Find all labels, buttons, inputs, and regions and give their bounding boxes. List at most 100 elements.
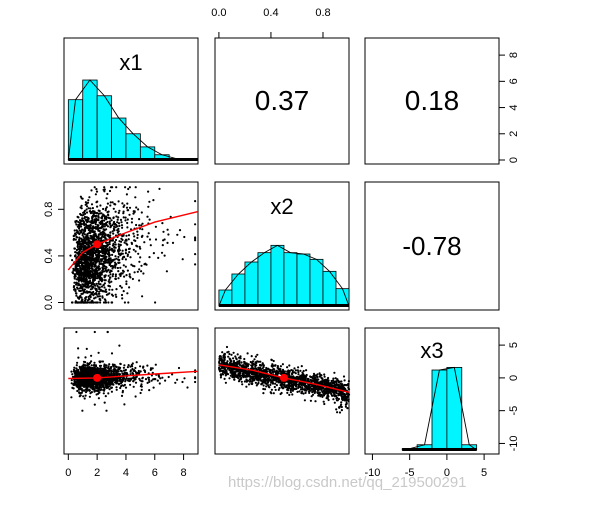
scatter-point — [105, 372, 108, 375]
scatter-point — [325, 389, 328, 392]
scatter-point — [310, 395, 313, 398]
scatter-point — [87, 244, 90, 247]
scatter-point — [157, 256, 160, 259]
scatter-point — [221, 366, 224, 369]
scatter-point — [122, 366, 125, 369]
scatter-point — [138, 224, 141, 227]
scatter-point — [84, 203, 87, 206]
scatter-point — [80, 204, 83, 207]
scatter-point — [80, 367, 83, 370]
scatter-point — [296, 369, 299, 372]
scatter-point — [99, 289, 102, 292]
scatter-point — [74, 251, 77, 254]
scatter-point — [159, 377, 162, 380]
scatter-point — [81, 409, 84, 412]
scatter-point — [134, 186, 137, 189]
scatter-point — [108, 243, 111, 246]
scatter-point — [101, 230, 105, 233]
scatter-point — [89, 252, 92, 255]
scatter-point — [174, 381, 177, 384]
scatter-point — [96, 212, 99, 215]
scatter-point — [345, 384, 348, 387]
scatter-point — [98, 298, 101, 301]
scatter-point — [107, 214, 110, 217]
scatter-point — [91, 292, 94, 295]
scatter-point — [75, 248, 78, 252]
scatter-point — [292, 388, 295, 391]
scatter-point — [94, 364, 97, 367]
scatter-point — [295, 387, 298, 390]
scatter-point — [75, 301, 79, 304]
scatter-point — [342, 396, 345, 399]
scatter-point — [101, 295, 104, 298]
scatter-point — [227, 355, 230, 358]
scatter-point — [297, 385, 300, 388]
scatter-point — [117, 258, 120, 261]
scatter-point — [124, 249, 127, 252]
scatter-point — [255, 364, 258, 367]
scatter-point — [176, 233, 179, 236]
scatter-point — [91, 386, 94, 389]
scatter-point — [85, 279, 88, 282]
scatter-point — [134, 366, 137, 370]
scatter-point — [165, 270, 168, 273]
scatter-point — [311, 391, 314, 394]
scatter-point — [75, 370, 78, 373]
scatter-point — [304, 377, 307, 380]
scatter-point — [100, 239, 103, 242]
scatter-point — [246, 352, 249, 355]
scatter-point — [90, 368, 93, 371]
scatter-point — [121, 226, 124, 229]
rug-marks — [402, 448, 477, 451]
scatter-point — [78, 250, 81, 253]
scatter-point — [147, 378, 151, 381]
scatter-point — [89, 234, 92, 237]
scatter-point — [95, 382, 98, 385]
scatter-point — [74, 238, 77, 241]
scatter-point — [119, 386, 122, 390]
scatter-point — [253, 358, 256, 361]
scatter-point — [234, 355, 237, 358]
scatter-point — [107, 392, 110, 395]
scatter-point — [81, 214, 84, 217]
scatter-point — [232, 363, 236, 366]
scatter-point — [124, 368, 127, 371]
scatter-point — [338, 411, 342, 414]
scatter-point — [83, 230, 86, 233]
scatter-point — [294, 372, 297, 375]
scatter-point — [98, 360, 101, 363]
scatter-point — [243, 380, 246, 383]
scatter-point — [114, 210, 117, 213]
scatter-point — [232, 359, 236, 363]
scatter-point — [118, 344, 121, 347]
scatter-point — [102, 284, 105, 287]
scatter-point — [126, 218, 129, 221]
scatter-point — [120, 252, 123, 255]
scatter-point — [243, 361, 246, 364]
scatter-point — [300, 365, 303, 368]
scatter-point — [112, 370, 115, 374]
scatter-point — [80, 238, 84, 242]
scatter-point — [340, 409, 343, 412]
scatter-point — [249, 360, 252, 364]
scatter-point — [117, 255, 120, 258]
scatter-point — [307, 387, 310, 390]
scatter-point — [80, 391, 83, 394]
scatter-point — [92, 290, 95, 294]
scatter-point — [88, 381, 91, 384]
scatter-point — [295, 382, 298, 385]
scatter-point — [316, 375, 319, 378]
scatter-point — [75, 223, 78, 226]
scatter-point — [75, 367, 78, 370]
scatter-point — [111, 201, 114, 204]
scatter-point — [94, 257, 97, 260]
scatter-point — [161, 244, 164, 247]
scatter-point — [110, 390, 113, 393]
scatter-point — [83, 372, 86, 375]
scatter-point — [152, 199, 155, 202]
scatter-point — [86, 283, 90, 286]
scatter-point — [87, 295, 90, 298]
scatter-point — [305, 389, 308, 392]
scatter-point — [320, 393, 323, 397]
scatter-point — [177, 366, 181, 370]
